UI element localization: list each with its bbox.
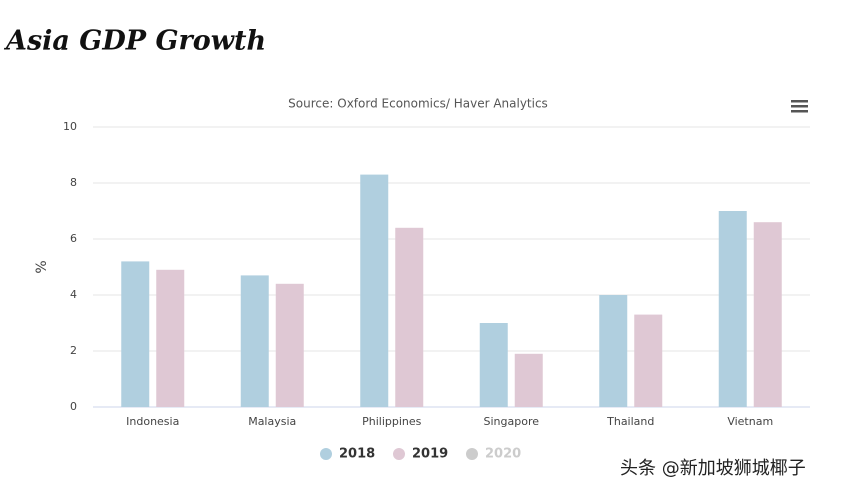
menu-button[interactable] <box>791 100 808 113</box>
bar <box>718 211 747 407</box>
y-tick-label: 8 <box>70 176 77 189</box>
bar <box>599 295 628 407</box>
menu-bar <box>791 100 808 103</box>
y-tick-label: 10 <box>63 120 77 133</box>
menu-bar <box>791 110 808 113</box>
bar <box>753 222 782 407</box>
bar <box>121 261 150 407</box>
x-tick-label: Philippines <box>362 415 422 428</box>
legend-marker[interactable] <box>466 448 478 460</box>
chart-title: Asia GDP Growth <box>3 26 266 57</box>
x-tick-label: Malaysia <box>248 415 296 428</box>
bar <box>479 323 508 407</box>
bar <box>360 174 389 407</box>
legend-label[interactable]: 2019 <box>412 447 448 462</box>
bar <box>275 283 304 407</box>
bar <box>634 314 663 407</box>
y-tick-label: 4 <box>70 288 77 301</box>
x-tick-label: Singapore <box>484 415 540 428</box>
menu-bar <box>791 105 808 108</box>
x-tick-label: Thailand <box>606 415 654 428</box>
legend-label[interactable]: 2018 <box>339 447 375 462</box>
legend-marker[interactable] <box>393 448 405 460</box>
watermark: 头条 @新加坡狮城椰子 <box>620 458 806 479</box>
y-axis-label: % <box>34 260 50 273</box>
y-tick-label: 6 <box>70 232 77 245</box>
y-tick-label: 0 <box>70 400 77 413</box>
bar <box>395 227 424 407</box>
chart-subtitle: Source: Oxford Economics/ Haver Analytic… <box>288 97 548 111</box>
bar <box>514 353 543 407</box>
legend-marker[interactable] <box>320 448 332 460</box>
x-tick-label: Vietnam <box>727 415 773 428</box>
bar <box>240 275 269 407</box>
x-tick-label: Indonesia <box>126 415 179 428</box>
bar <box>156 269 185 407</box>
y-tick-label: 2 <box>70 344 77 357</box>
legend-label[interactable]: 2020 <box>485 447 521 462</box>
